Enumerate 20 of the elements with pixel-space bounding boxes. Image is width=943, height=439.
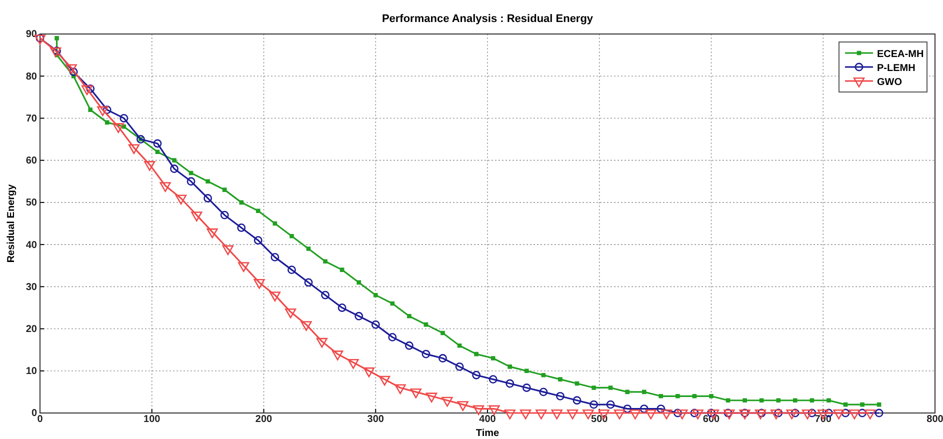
y-axis-title: Residual Energy [6, 184, 17, 263]
y-tick-label: 40 [26, 240, 38, 251]
x-axis-title: Time [476, 428, 500, 439]
y-tick-label: 50 [26, 198, 38, 209]
legend-label: ECEA-MH [877, 49, 924, 60]
y-tick-label: 80 [26, 71, 38, 82]
legend-label: P-LEMH [877, 63, 916, 74]
y-tick-label: 90 [26, 29, 38, 40]
x-tick-label: 300 [367, 414, 384, 425]
y-tick-label: 70 [26, 113, 38, 124]
x-tick-label: 100 [144, 414, 161, 425]
y-tick-label: 30 [26, 282, 38, 293]
x-tick-label: 800 [926, 414, 943, 425]
y-tick-label: 20 [26, 324, 38, 335]
chart-title: Performance Analysis : Residual Energy [382, 13, 594, 25]
y-tick-label: 60 [26, 156, 38, 167]
y-tick-label: 10 [26, 366, 38, 378]
legend-label: GWO [877, 77, 902, 88]
x-tick-label: 400 [479, 414, 496, 425]
x-tick-label: 200 [255, 414, 273, 425]
